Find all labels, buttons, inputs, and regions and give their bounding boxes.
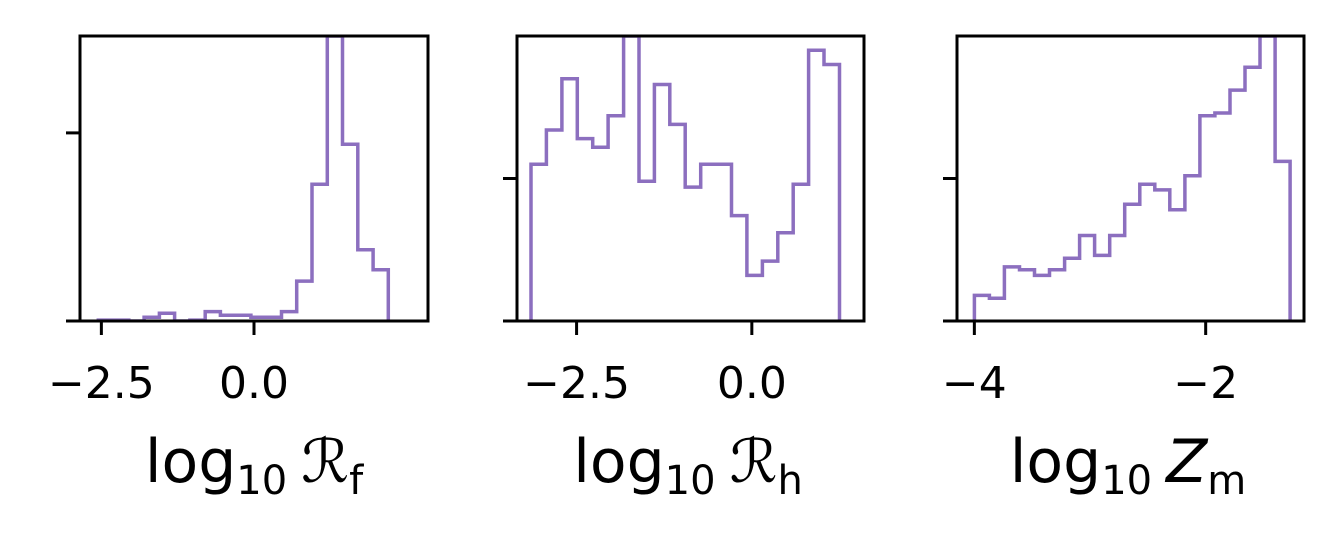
- rf-xtick-label: 0.0: [219, 358, 289, 409]
- zm-xtick-label: −2: [1173, 358, 1238, 409]
- rf-xtick-label: −2.5: [48, 358, 155, 409]
- panel-rh: −2.5 0.0 log10 ℛh: [503, 34, 866, 504]
- panel-zm: −4 −2 log10 Zm: [942, 34, 1306, 504]
- rh-xtick-label: 0.0: [717, 358, 787, 409]
- zm-xtick-label: −4: [942, 358, 1007, 409]
- zm-axes-frame: [955, 34, 1306, 323]
- rf-xaxis-label: log10 ℛf: [145, 427, 364, 504]
- rf-histogram-step: [96, 36, 391, 321]
- rf-axes-frame: [78, 34, 430, 323]
- panel-rf: −2.5 0.0 log10 ℛf: [48, 34, 430, 504]
- rh-xtick-label: −2.5: [523, 358, 630, 409]
- zm-xaxis-label: log10 Zm: [1010, 427, 1246, 504]
- rh-histogram-step: [529, 36, 842, 321]
- zm-histogram-step: [972, 36, 1292, 321]
- rh-xaxis-label: log10 ℛh: [573, 427, 803, 504]
